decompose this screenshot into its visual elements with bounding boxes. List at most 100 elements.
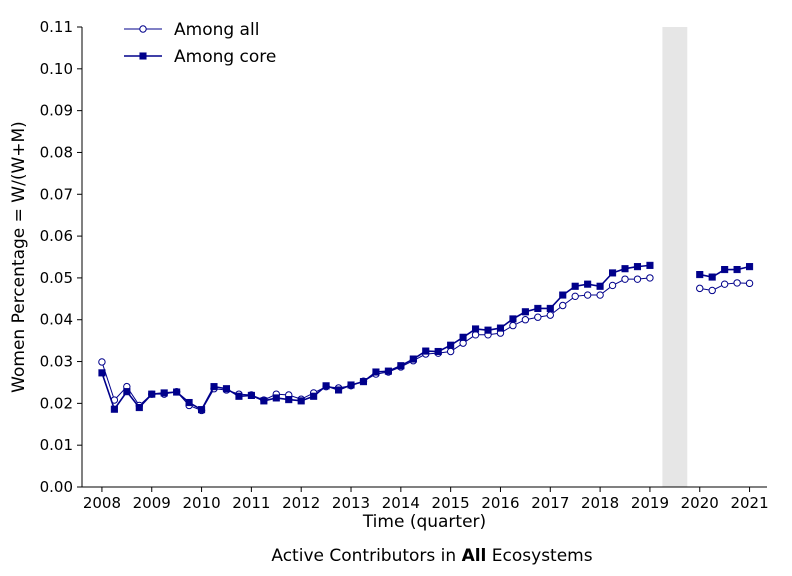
data-point — [746, 263, 754, 271]
data-point — [646, 274, 654, 282]
y-tick-label: 0.06 — [40, 227, 73, 245]
data-point — [521, 316, 530, 324]
data-point — [160, 389, 168, 397]
x-tick-label: 2016 — [481, 494, 519, 512]
data-point — [310, 392, 318, 400]
data-point — [210, 383, 218, 391]
data-point — [335, 386, 343, 394]
data-point — [583, 291, 592, 299]
data-point — [459, 339, 467, 347]
data-point — [247, 391, 255, 399]
x-tick-label: 2019 — [631, 494, 669, 512]
data-point — [198, 406, 206, 414]
data-point — [509, 321, 517, 330]
y-tick-label: 0.03 — [40, 353, 73, 371]
data-point — [434, 347, 442, 356]
data-point — [98, 358, 106, 366]
x-tick-label: 2018 — [581, 494, 619, 512]
series-line — [101, 277, 650, 412]
data-point — [708, 273, 716, 281]
data-point — [235, 392, 243, 400]
data-point — [222, 385, 231, 393]
y-tick-label: 0.05 — [40, 269, 73, 287]
data-point — [621, 275, 629, 283]
data-point — [260, 397, 268, 405]
x-tick-label: 2013 — [332, 494, 370, 512]
data-point — [596, 291, 604, 299]
data-point — [123, 388, 131, 396]
data-point — [372, 368, 380, 376]
x-axis-title: Time (quarter) — [362, 512, 486, 532]
x-tick-label: 2011 — [232, 494, 270, 512]
data-point — [609, 269, 617, 277]
data-point — [584, 280, 592, 288]
y-tick-label: 0.01 — [40, 436, 73, 454]
data-point — [571, 292, 579, 301]
x-tick-label: 2008 — [83, 494, 121, 512]
data-point — [633, 275, 642, 283]
data-point — [521, 308, 529, 316]
data-point — [696, 271, 704, 279]
data-point — [559, 291, 567, 299]
data-point — [110, 405, 118, 413]
axes: 0.00 0.01 0.02 0.03 0.04 0.05 0.06 0.07 0.08 0.09… — [40, 18, 769, 512]
caption-bold: All — [461, 546, 487, 566]
legend-entry: Among core — [124, 47, 276, 67]
data-point — [621, 265, 629, 273]
data-point — [409, 355, 417, 363]
y-tick-label: 0.04 — [40, 311, 73, 329]
data-point — [646, 261, 654, 269]
data-point — [559, 301, 567, 310]
data-point — [708, 286, 716, 295]
data-point — [571, 282, 579, 290]
data-point — [608, 281, 617, 290]
data-point — [633, 263, 642, 271]
x-tick-label: 2017 — [531, 494, 569, 512]
x-tick-label: 2010 — [182, 494, 220, 512]
data-point — [173, 388, 181, 396]
legend: Among all Among core — [124, 20, 276, 67]
data-point — [297, 397, 305, 405]
data-point — [720, 280, 729, 288]
data-point — [272, 394, 280, 402]
data-point — [471, 331, 480, 339]
data-point — [546, 304, 554, 312]
chart-caption: Active Contributors in All Ecosystems — [0, 546, 792, 566]
series-among-all — [98, 274, 754, 415]
x-tick-label: 2012 — [282, 494, 320, 512]
data-point — [397, 362, 405, 370]
x-tick-label: 2021 — [730, 494, 768, 512]
data-point — [185, 398, 193, 407]
data-point — [322, 382, 330, 390]
y-tick-label: 0.11 — [40, 18, 73, 36]
y-tick-label: 0.08 — [40, 143, 73, 161]
data-point — [534, 304, 542, 312]
data-point — [148, 390, 156, 398]
legend-entry: Among all — [124, 20, 259, 40]
shaded-gap-rect — [662, 27, 688, 487]
data-point — [534, 313, 542, 321]
caption-prefix: Active Contributors in — [271, 546, 462, 566]
x-tick-label: 2014 — [382, 494, 420, 512]
data-point — [359, 378, 368, 386]
legend-label: Among all — [174, 20, 259, 40]
data-point — [135, 403, 143, 412]
data-point — [696, 284, 704, 293]
series — [98, 261, 754, 415]
caption-suffix: Ecosystems — [486, 546, 593, 566]
data-point — [384, 367, 392, 375]
x-tick-label: 2015 — [432, 494, 470, 512]
series-line — [101, 264, 651, 411]
y-tick-label: 0.02 — [40, 394, 73, 412]
y-tick-label: 0.09 — [40, 102, 73, 120]
legend-marker — [139, 52, 147, 60]
data-point — [98, 369, 106, 377]
legend-marker — [139, 25, 147, 33]
data-point — [721, 265, 729, 274]
y-tick-label: 0.10 — [40, 60, 73, 78]
data-point — [496, 324, 505, 332]
data-point — [546, 311, 554, 319]
legend-label: Among core — [174, 47, 276, 67]
x-tick-label: 2009 — [133, 494, 171, 512]
